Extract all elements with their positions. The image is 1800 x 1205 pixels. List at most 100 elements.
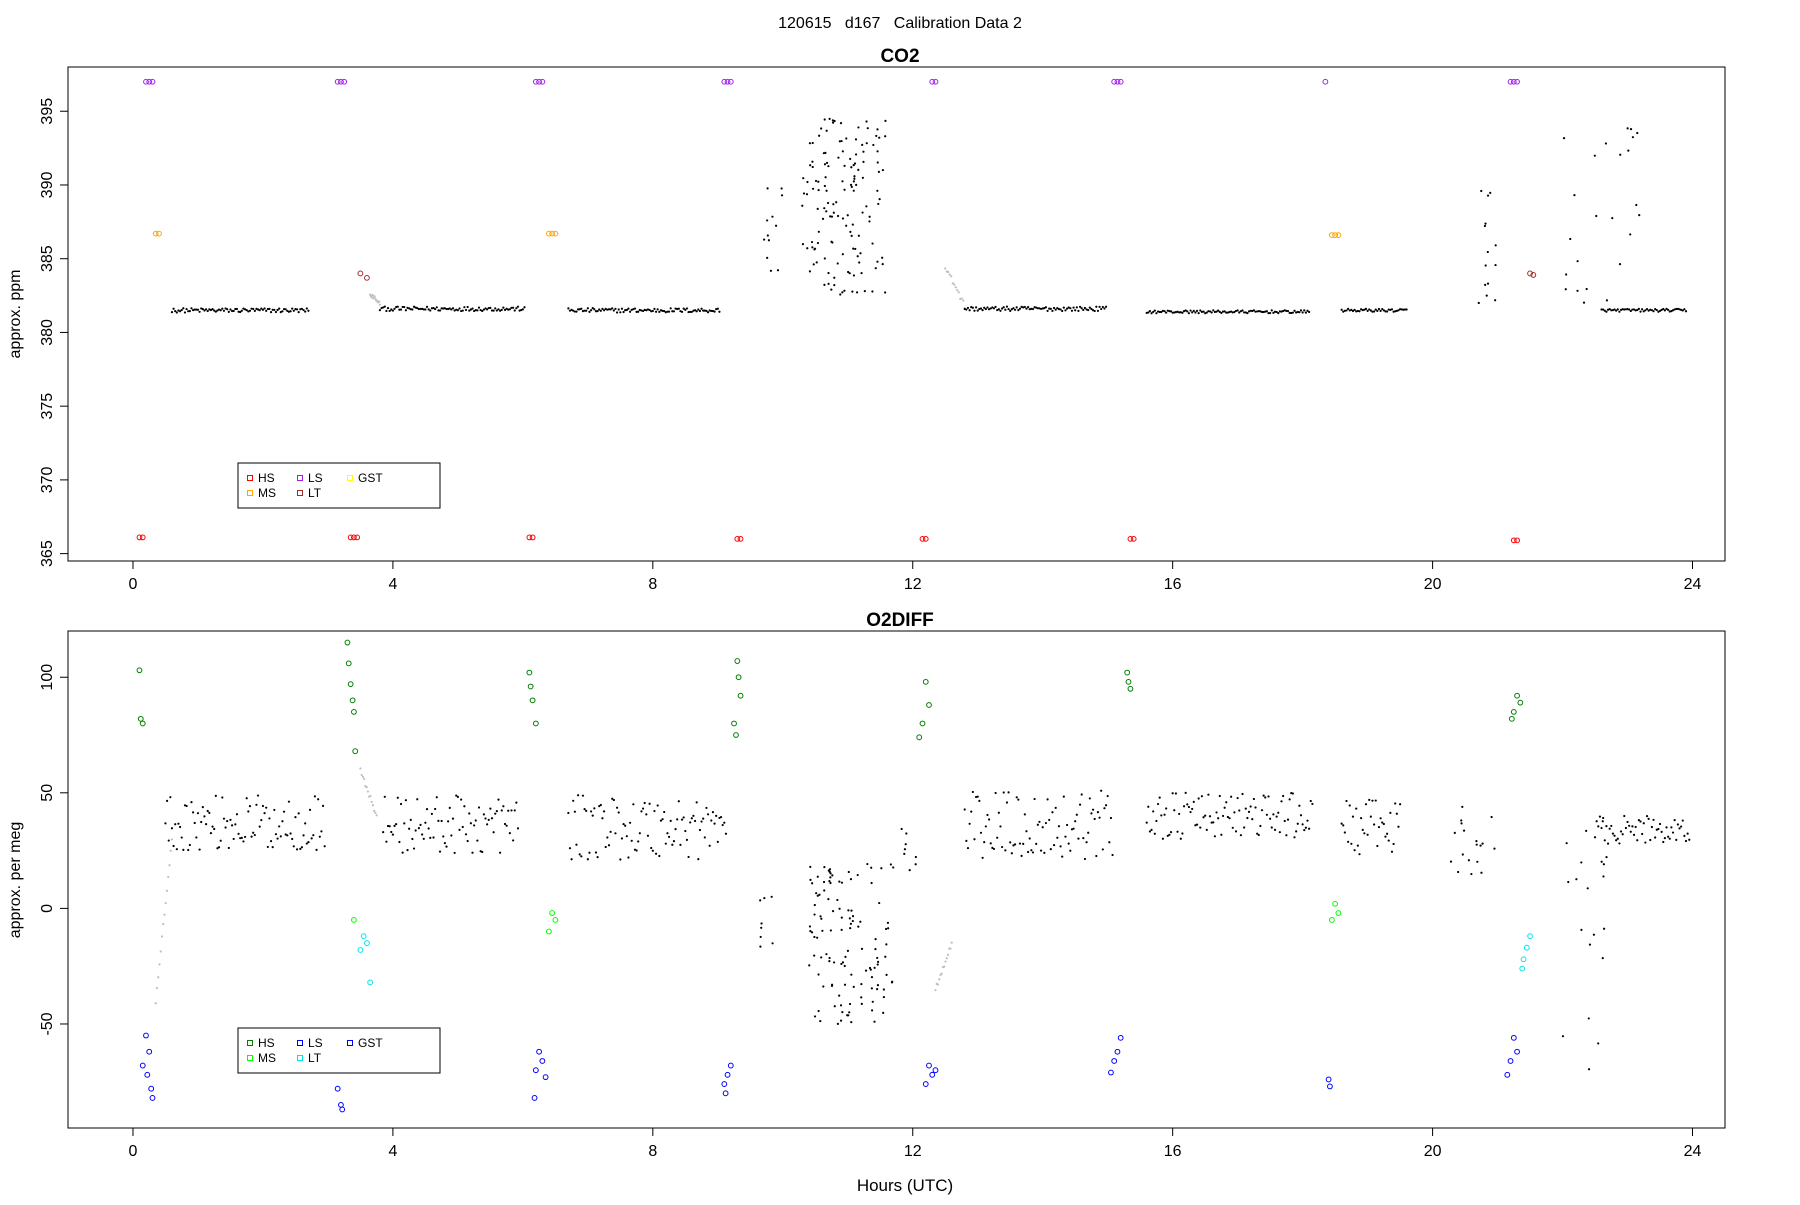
sample-point xyxy=(1602,863,1605,866)
sample-point xyxy=(497,308,500,311)
sample-point xyxy=(884,955,887,958)
sample-point xyxy=(1480,871,1483,874)
sample-point xyxy=(831,910,835,913)
sample-point xyxy=(874,267,877,270)
sample-point xyxy=(1265,813,1268,816)
sample-point xyxy=(823,865,826,869)
sample-point xyxy=(1091,309,1095,312)
sample-point xyxy=(421,833,424,836)
sample-point xyxy=(268,307,271,310)
sample-point xyxy=(1368,308,1371,311)
sample-point xyxy=(1036,823,1039,826)
sample-point xyxy=(1069,849,1072,852)
sample-point xyxy=(1153,309,1156,312)
sample-point xyxy=(648,802,651,805)
o2diff-ylabel: approx. per meg xyxy=(7,822,24,939)
sample-point xyxy=(213,309,216,312)
sample-point xyxy=(820,127,823,130)
sample-point xyxy=(849,927,852,930)
sample-point xyxy=(481,309,484,313)
cal-point-ls xyxy=(1507,1058,1514,1064)
cal-point-ls xyxy=(1114,78,1121,85)
sample-point xyxy=(870,1009,874,1012)
sample-point xyxy=(1202,310,1205,313)
sample-point xyxy=(852,164,855,167)
sample-point xyxy=(1384,835,1387,838)
sample-point xyxy=(479,308,482,312)
cal-point-ls xyxy=(539,1058,546,1064)
sample-point xyxy=(232,837,235,841)
sample-point xyxy=(492,831,495,834)
sample-point xyxy=(1158,310,1161,314)
sample-point xyxy=(1402,308,1405,311)
sample-point xyxy=(221,307,224,310)
sample-point xyxy=(664,842,667,845)
sample-point xyxy=(243,308,247,311)
sample-point xyxy=(641,309,645,313)
sample-point xyxy=(816,936,819,939)
sample-point xyxy=(1623,308,1626,311)
sample-point xyxy=(878,901,881,905)
sample-point xyxy=(1078,305,1082,308)
sample-point xyxy=(968,822,971,825)
sample-point xyxy=(630,839,633,842)
sample-point xyxy=(1676,823,1679,826)
sample-point xyxy=(1259,824,1262,828)
sample-point xyxy=(1615,309,1618,312)
cal-point-hs xyxy=(1127,535,1134,542)
sample-point xyxy=(295,308,299,311)
sample-point xyxy=(1044,821,1048,825)
sample-point xyxy=(1208,310,1212,313)
cal-point-ls xyxy=(929,1071,936,1078)
sample-point xyxy=(817,230,820,233)
sample-point xyxy=(598,308,601,311)
sample-point xyxy=(274,310,278,314)
sample-point xyxy=(242,840,245,843)
cal-point-ls xyxy=(531,1095,538,1101)
sample-point xyxy=(226,308,229,311)
sample-point xyxy=(986,306,989,309)
sample-point xyxy=(395,823,398,826)
sample-point xyxy=(876,150,879,153)
sample-point xyxy=(1647,817,1650,820)
sample-point xyxy=(474,309,477,312)
flagged-point xyxy=(949,947,952,950)
sample-point xyxy=(1379,817,1382,820)
cal-point-ls xyxy=(922,1081,929,1087)
sample-point xyxy=(1299,309,1303,312)
sample-point xyxy=(770,895,773,898)
sample-point xyxy=(188,310,191,313)
sample-point xyxy=(1299,814,1303,817)
sample-point xyxy=(1358,853,1361,856)
cal-point-lt xyxy=(1527,933,1533,940)
sample-point xyxy=(1626,820,1629,824)
sample-point xyxy=(495,810,498,813)
sample-point xyxy=(819,915,822,918)
sample-point xyxy=(766,234,769,237)
sample-point xyxy=(591,307,594,310)
sample-point xyxy=(1364,803,1368,806)
sample-point xyxy=(385,840,388,843)
cal-point-ms xyxy=(545,928,552,935)
sample-point xyxy=(903,848,907,851)
sample-point xyxy=(274,833,278,836)
sample-point xyxy=(1013,843,1017,846)
sample-point xyxy=(614,307,617,310)
sample-point xyxy=(1374,799,1377,802)
sample-point xyxy=(1210,311,1213,314)
sample-point xyxy=(1306,309,1309,312)
sample-point xyxy=(1398,308,1402,311)
sample-point xyxy=(987,818,991,821)
sample-point xyxy=(684,308,687,311)
sample-point xyxy=(224,826,227,829)
sample-point xyxy=(1381,307,1384,311)
sample-point xyxy=(855,291,859,294)
sample-point xyxy=(677,800,680,803)
sample-point xyxy=(811,165,814,169)
sample-point xyxy=(809,878,812,881)
sample-point xyxy=(1181,311,1184,314)
sample-point xyxy=(674,828,677,831)
sample-point xyxy=(1204,814,1207,817)
sample-point xyxy=(873,1020,876,1023)
sample-point xyxy=(762,238,766,241)
